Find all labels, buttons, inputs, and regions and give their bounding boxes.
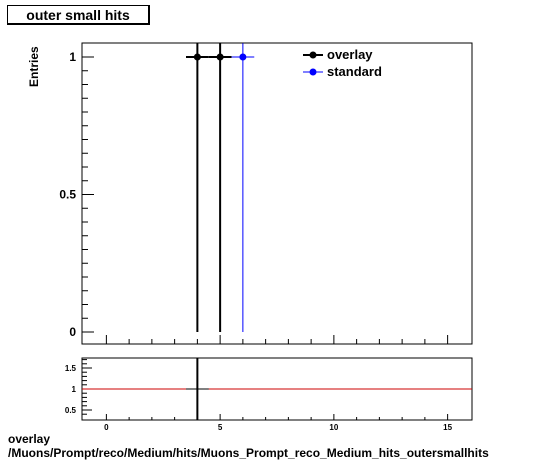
chart-title: outer small hits — [26, 7, 130, 23]
overlay-point — [193, 53, 201, 61]
ratio-y-tick-label: 1.5 — [65, 364, 77, 373]
ratio-x-axis: 0 5 10 15 — [104, 414, 453, 432]
overlay-point — [216, 53, 224, 61]
legend-standard-marker — [309, 68, 317, 76]
standard-point — [239, 53, 247, 61]
ratio-y-tick-label: 0.5 — [65, 406, 77, 415]
legend-standard-label: standard — [327, 64, 382, 79]
footer-line-2: /Muons/Prompt/reco/Medium/hits/Muons_Pro… — [8, 446, 489, 460]
ratio-y-axis: 0.5 1 1.5 — [65, 359, 92, 415]
footer-line-1: overlay — [8, 432, 51, 446]
footer: overlay /Muons/Prompt/reco/Medium/hits/M… — [8, 432, 489, 460]
ratio-x-tick-label: 15 — [443, 423, 452, 432]
main-y-axis: 00.51 — [59, 50, 94, 339]
main-y-tick-label: 0 — [69, 325, 76, 339]
main-y-tick-label: 0.5 — [59, 188, 76, 202]
ratio-x-tick-label: 5 — [218, 423, 223, 432]
main-series-layer — [186, 43, 255, 332]
ratio-series-layer — [82, 358, 472, 420]
title-box: outer small hits — [7, 5, 150, 25]
main-x-axis — [105, 335, 449, 344]
legend: overlay standard — [303, 47, 382, 79]
ratio-y-tick-label: 1 — [72, 385, 77, 394]
legend-overlay-label: overlay — [327, 47, 373, 62]
ratio-x-tick-label: 10 — [329, 423, 338, 432]
legend-overlay-marker — [309, 51, 317, 59]
y-axis-label: Entries — [27, 46, 41, 87]
ratio-x-tick-label: 0 — [104, 423, 109, 432]
main-y-tick-label: 1 — [69, 50, 76, 64]
main-plot-frame — [81, 42, 473, 345]
